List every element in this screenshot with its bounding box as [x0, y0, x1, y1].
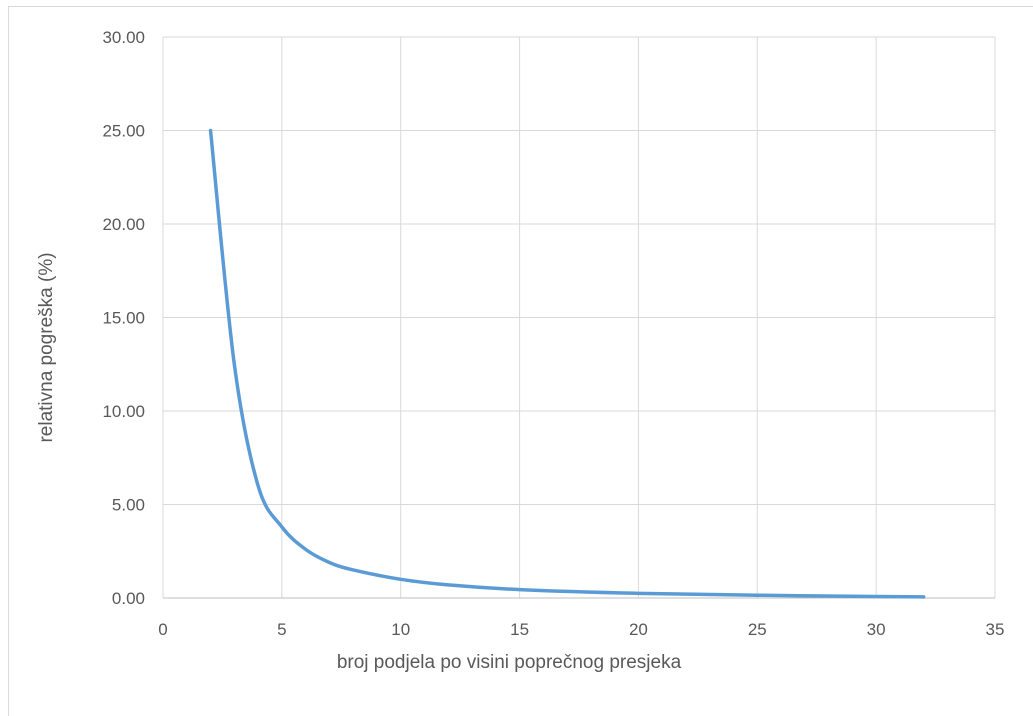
- y-tick-label: 0.00: [112, 589, 145, 608]
- y-tick-label: 10.00: [102, 402, 145, 421]
- x-tick-label: 25: [748, 620, 767, 639]
- y-axis-title: relativna pogreška (%): [36, 252, 57, 442]
- y-tick-label: 30.00: [102, 28, 145, 47]
- tick-labels: 0.00 5.00 10.00 15.00 20.00 25.00 30.00 0 5 10 15 2…: [102, 28, 1004, 639]
- x-tick-label: 20: [629, 620, 648, 639]
- y-tick-label: 25.00: [102, 122, 145, 141]
- y-tick-label: 15.00: [102, 309, 145, 328]
- x-tick-label: 15: [510, 620, 529, 639]
- series-layer: [208, 128, 926, 599]
- x-axis-title: broj podjela po visini poprečnog presjek…: [337, 652, 682, 673]
- x-tick-label: 10: [391, 620, 410, 639]
- x-tick-label: 30: [867, 620, 886, 639]
- y-tick-label: 20.00: [102, 215, 145, 234]
- y-tick-label: 5.00: [112, 496, 145, 515]
- series-line: [208, 128, 926, 599]
- chart-frame: [8, 6, 1033, 716]
- x-tick-label: 0: [158, 620, 167, 639]
- x-tick-label: 35: [986, 620, 1005, 639]
- gridlines: [163, 36, 996, 598]
- x-tick-label: 5: [277, 620, 286, 639]
